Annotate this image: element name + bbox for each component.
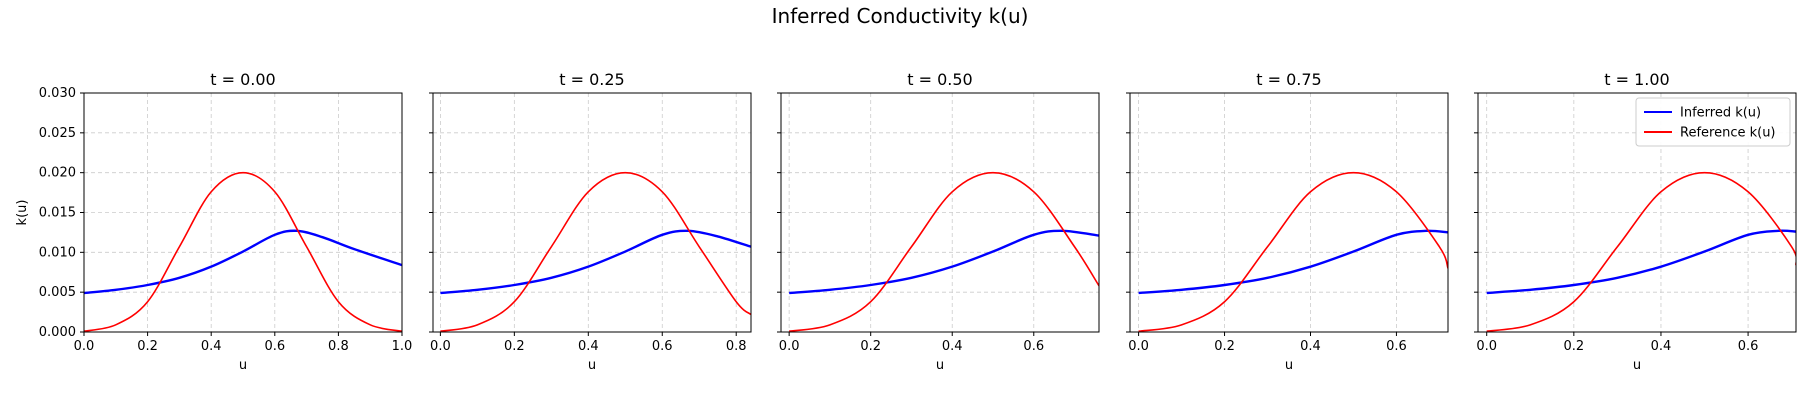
x-axis-label: u [588, 358, 596, 373]
figure-title: Inferred Conductivity k(u) [772, 4, 1029, 28]
x-axis-label: u [1285, 358, 1293, 373]
legend-box [1635, 97, 1791, 147]
x-tick-label: 0.0 [779, 339, 800, 354]
x-tick-label: 0.4 [942, 339, 963, 354]
legend-label: Inferred k(u) [1680, 106, 1761, 121]
y-tick-label: 0.000 [39, 325, 76, 340]
x-tick-label: 0.6 [1023, 339, 1044, 354]
x-tick-label: 0.6 [1738, 339, 1759, 354]
series-line-reference [1486, 171, 1796, 332]
x-tick-label: 0.4 [1300, 339, 1321, 354]
series-line-inferred [440, 229, 751, 295]
series-line-inferred [1138, 229, 1448, 295]
x-tick-label: 0.2 [1563, 339, 1584, 354]
x-tick-label: 0.8 [328, 339, 349, 354]
panel-title: t = 0.50 [907, 70, 972, 89]
y-axis-label: k(u) [15, 200, 30, 226]
x-tick-label: 1.0 [392, 339, 413, 354]
legend: Inferred k(u) Reference k(u) [1635, 97, 1791, 147]
y-tick-label: 0.010 [39, 245, 76, 260]
panel-4: t = 0.75 0.0 0.2 0.4 0.6 u [1126, 70, 1449, 373]
legend-label: Reference k(u) [1680, 126, 1776, 141]
x-axis-label: u [936, 358, 944, 373]
x-axis-label: u [1633, 358, 1641, 373]
panel-title: t = 0.25 [559, 70, 624, 89]
panel-title: t = 0.75 [1256, 70, 1321, 89]
y-tick-label: 0.030 [39, 86, 76, 101]
series-line-reference [789, 171, 1099, 332]
panel-3: t = 0.50 0.0 0.2 0.4 0.6 u [777, 70, 1100, 373]
x-tick-label: 0.0 [1476, 339, 1497, 354]
x-tick-label: 0.2 [504, 339, 525, 354]
panel-title: t = 1.00 [1604, 70, 1669, 89]
x-tick-label: 0.0 [74, 339, 95, 354]
y-tick-label: 0.020 [39, 166, 76, 181]
x-tick-label: 0.4 [1651, 339, 1672, 354]
series-line-reference [84, 171, 402, 332]
x-tick-label: 0.2 [860, 339, 881, 354]
axes-frame [780, 92, 1100, 333]
y-tick-label: 0.005 [39, 285, 76, 300]
series-line-reference [1138, 171, 1448, 332]
panel-1: t = 0.00 0.000 0.005 0.010 0.015 0.020 0.025 0.… [39, 70, 413, 373]
panel-title: t = 0.00 [210, 70, 275, 89]
axes-frame [1477, 92, 1797, 333]
x-tick-label: 0.8 [726, 339, 747, 354]
series-line-inferred [84, 229, 402, 295]
x-tick-label: 0.4 [578, 339, 599, 354]
series-line-inferred [789, 229, 1099, 295]
axes-frame [1129, 92, 1449, 333]
x-tick-label: 0.0 [430, 339, 451, 354]
x-tick-label: 0.6 [652, 339, 673, 354]
x-axis-label: u [239, 358, 247, 373]
panel-2: t = 0.25 0.0 0.2 0.4 0.6 0.8 u [429, 70, 752, 373]
x-tick-label: 0.6 [1386, 339, 1407, 354]
axes-frame [432, 92, 752, 333]
y-tick-label: 0.015 [39, 206, 76, 221]
x-tick-label: 0.2 [1214, 339, 1235, 354]
y-tick-label: 0.025 [39, 126, 76, 141]
x-tick-label: 0.2 [137, 339, 158, 354]
x-tick-label: 0.6 [264, 339, 285, 354]
panel-5: t = 1.00 0.0 0.2 0.4 0.6 u [1474, 70, 1797, 373]
axes-frame [83, 92, 403, 333]
series-line-reference [440, 171, 751, 332]
x-tick-label: 0.0 [1128, 339, 1149, 354]
series-line-inferred [1486, 229, 1796, 295]
x-tick-label: 0.4 [201, 339, 222, 354]
